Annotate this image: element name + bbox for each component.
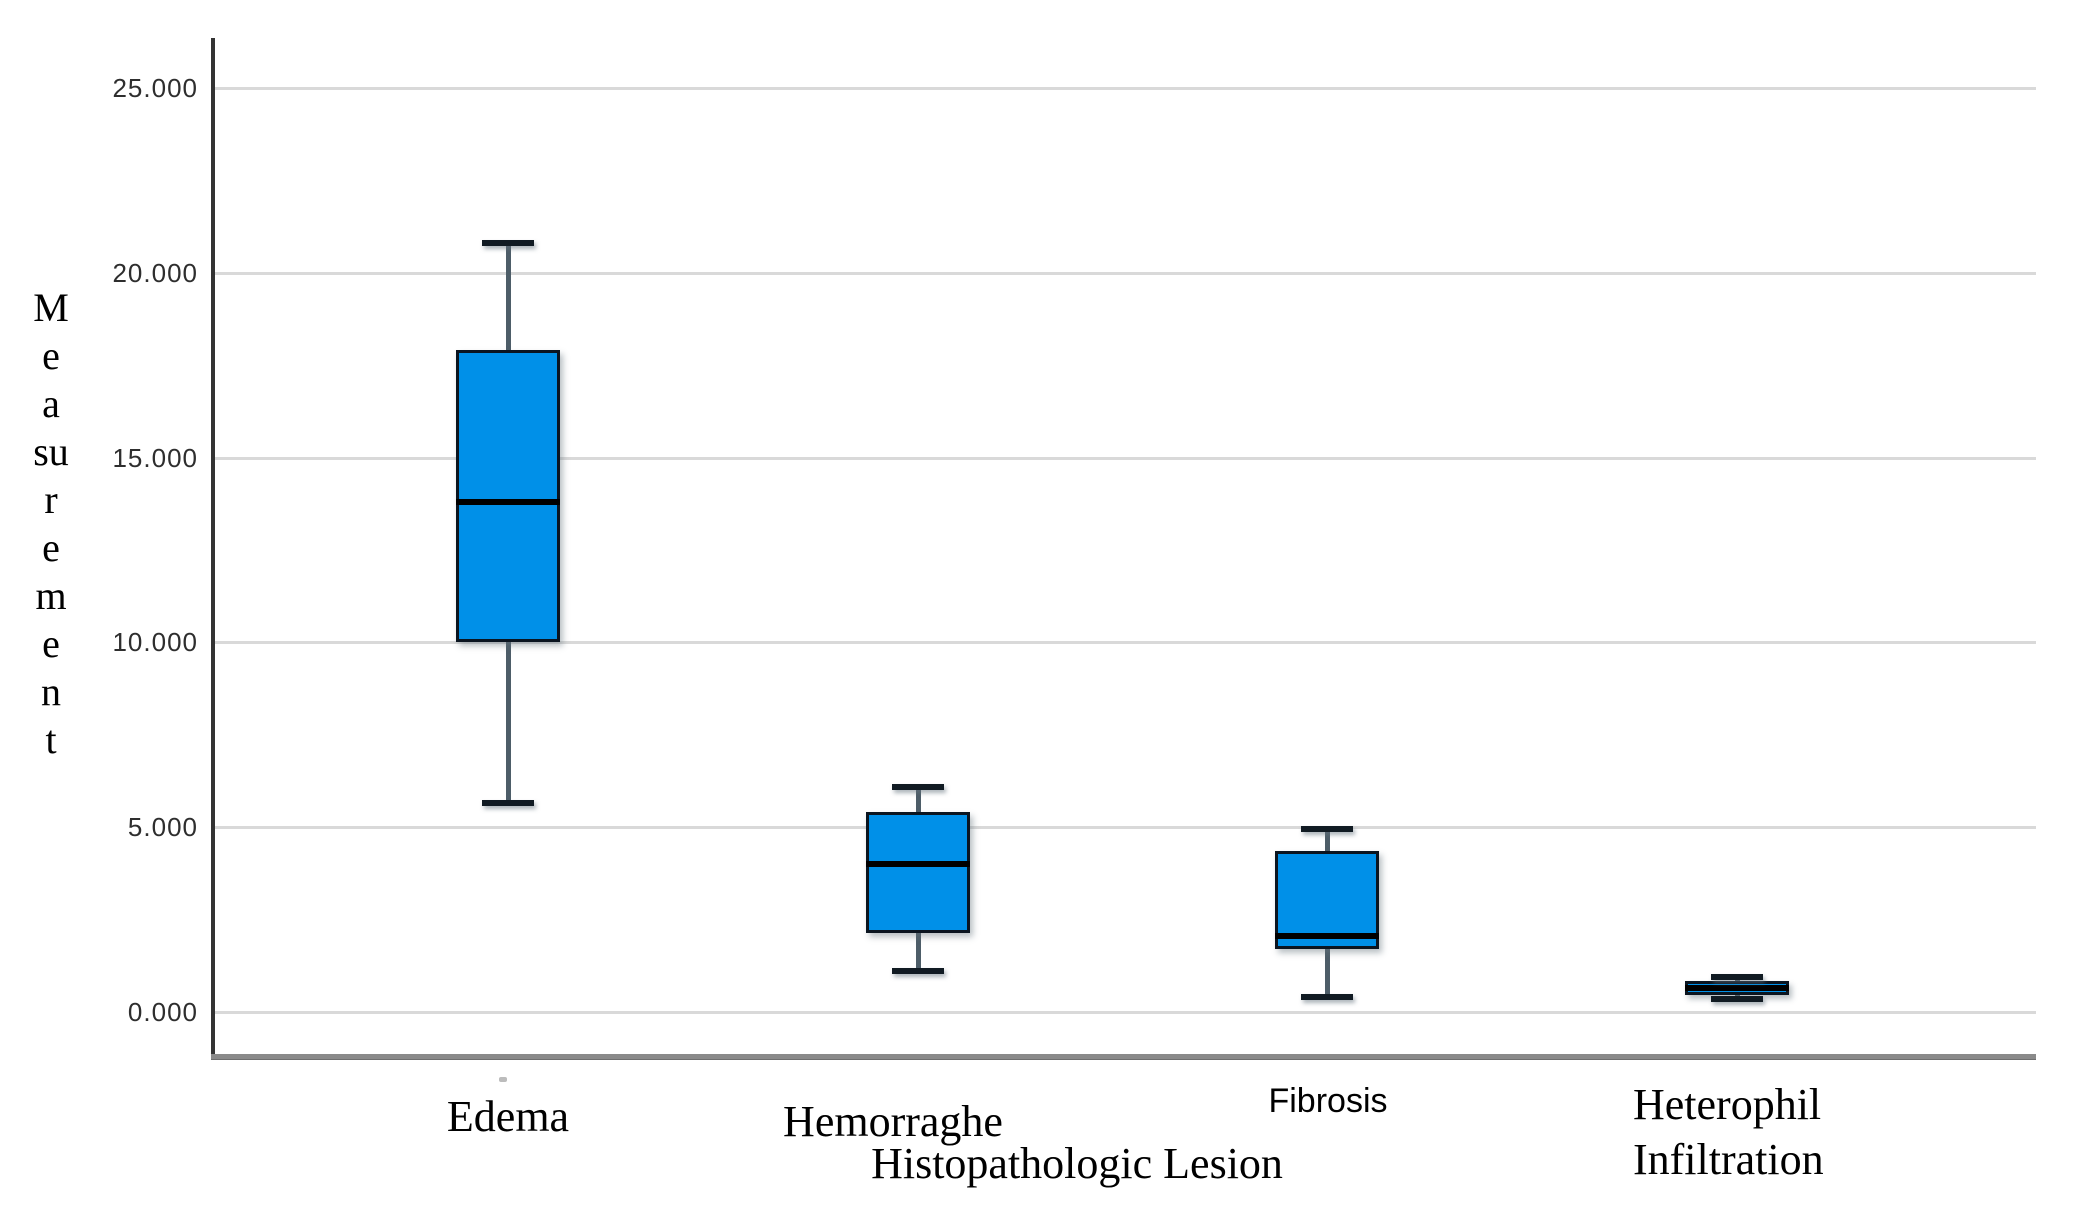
lower-whisker-cap-edema <box>482 800 534 806</box>
y-tick-label: 5.000 <box>127 812 198 842</box>
gridline-15.000 <box>215 457 2036 460</box>
upper-whisker-cap-heterophil-infiltration <box>1711 974 1763 980</box>
lower-whisker-hemorraghe <box>916 933 921 971</box>
y-axis-line <box>211 38 215 1059</box>
lower-whisker-edema <box>506 642 511 803</box>
upper-whisker-fibrosis <box>1325 829 1330 851</box>
y-axis-title: M e a su r e m e n t <box>33 285 69 762</box>
y-tick-label: 20.000 <box>112 258 198 288</box>
stray-dot-artifact <box>499 1077 507 1082</box>
x-axis-title: Histopathologic Lesion <box>871 1139 1283 1188</box>
median-line-fibrosis <box>1275 933 1379 939</box>
lower-whisker-cap-heterophil-infiltration <box>1711 996 1763 1002</box>
upper-whisker-hemorraghe <box>916 787 921 812</box>
median-line-hemorraghe <box>866 861 970 867</box>
y-tick-label: 25.000 <box>112 73 198 103</box>
upper-whisker-cap-edema <box>482 240 534 246</box>
x-tick-label-edema: Edema <box>446 1092 570 1141</box>
lower-whisker-cap-hemorraghe <box>892 968 944 974</box>
box-hemorraghe <box>866 812 970 933</box>
gridline-0.000 <box>215 1011 2036 1014</box>
upper-whisker-cap-fibrosis <box>1301 826 1353 832</box>
y-tick-label: 15.000 <box>112 443 198 473</box>
box-fibrosis <box>1275 851 1379 949</box>
median-line-heterophil-infiltration <box>1685 985 1789 991</box>
gridline-25.000 <box>215 87 2036 90</box>
x-tick-label-hemorraghe: Hemorraghe <box>783 1097 1003 1146</box>
x-axis-baseline <box>211 1054 2036 1060</box>
median-line-edema <box>456 499 560 505</box>
gridline-20.000 <box>215 272 2036 275</box>
gridline-10.000 <box>215 641 2036 644</box>
upper-whisker-cap-hemorraghe <box>892 784 944 790</box>
x-tick-label-fibrosis: Fibrosis <box>1268 1082 1388 1120</box>
upper-whisker-edema <box>506 243 511 350</box>
gridline-5.000 <box>215 826 2036 829</box>
lower-whisker-fibrosis <box>1325 949 1330 997</box>
x-tick-label-heterophil-infiltration: Heterophil Infiltration <box>1633 1080 1824 1184</box>
box-edema <box>456 350 560 642</box>
y-tick-label: 10.000 <box>112 627 198 657</box>
lower-whisker-cap-fibrosis <box>1301 994 1353 1000</box>
y-tick-label: 0.000 <box>127 997 198 1027</box>
